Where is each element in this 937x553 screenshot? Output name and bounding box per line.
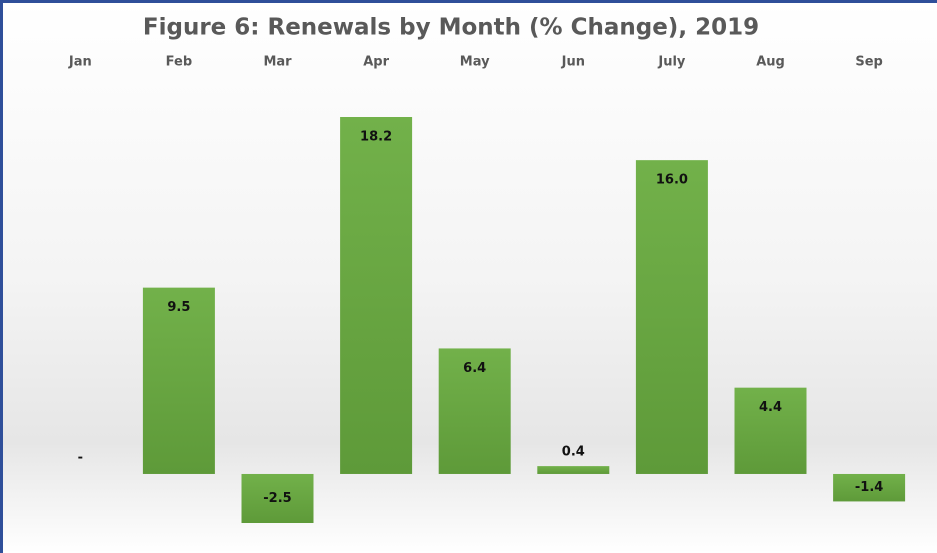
bar [142, 287, 215, 474]
x-tick-label: Apr [363, 55, 389, 70]
bar [734, 387, 807, 474]
value-label: -2.5 [263, 491, 291, 506]
bar [537, 466, 610, 474]
x-tick-label: Aug [756, 55, 785, 70]
value-label: 16.0 [656, 173, 688, 188]
value-label: -1.4 [855, 480, 883, 495]
value-label: 6.4 [463, 361, 486, 376]
bar [340, 117, 413, 474]
x-tick-label: Mar [263, 55, 292, 70]
x-tick-label: Sep [855, 55, 883, 70]
bar [833, 473, 906, 502]
chart-title: Figure 6: Renewals by Month (% Change), … [143, 15, 759, 41]
bar [241, 473, 314, 523]
x-tick-label: Feb [166, 55, 192, 70]
x-tick-label: Jun [561, 55, 585, 70]
x-tick-label: May [460, 55, 490, 70]
bar [438, 348, 511, 474]
value-label: 9.5 [167, 300, 190, 315]
value-label: 18.2 [360, 130, 392, 145]
value-label: - [78, 450, 83, 465]
x-tick-label: Jan [68, 55, 92, 70]
bar [635, 160, 708, 474]
x-tick-label: July [657, 55, 686, 70]
value-label: 0.4 [562, 445, 585, 460]
value-label: 4.4 [759, 400, 782, 415]
